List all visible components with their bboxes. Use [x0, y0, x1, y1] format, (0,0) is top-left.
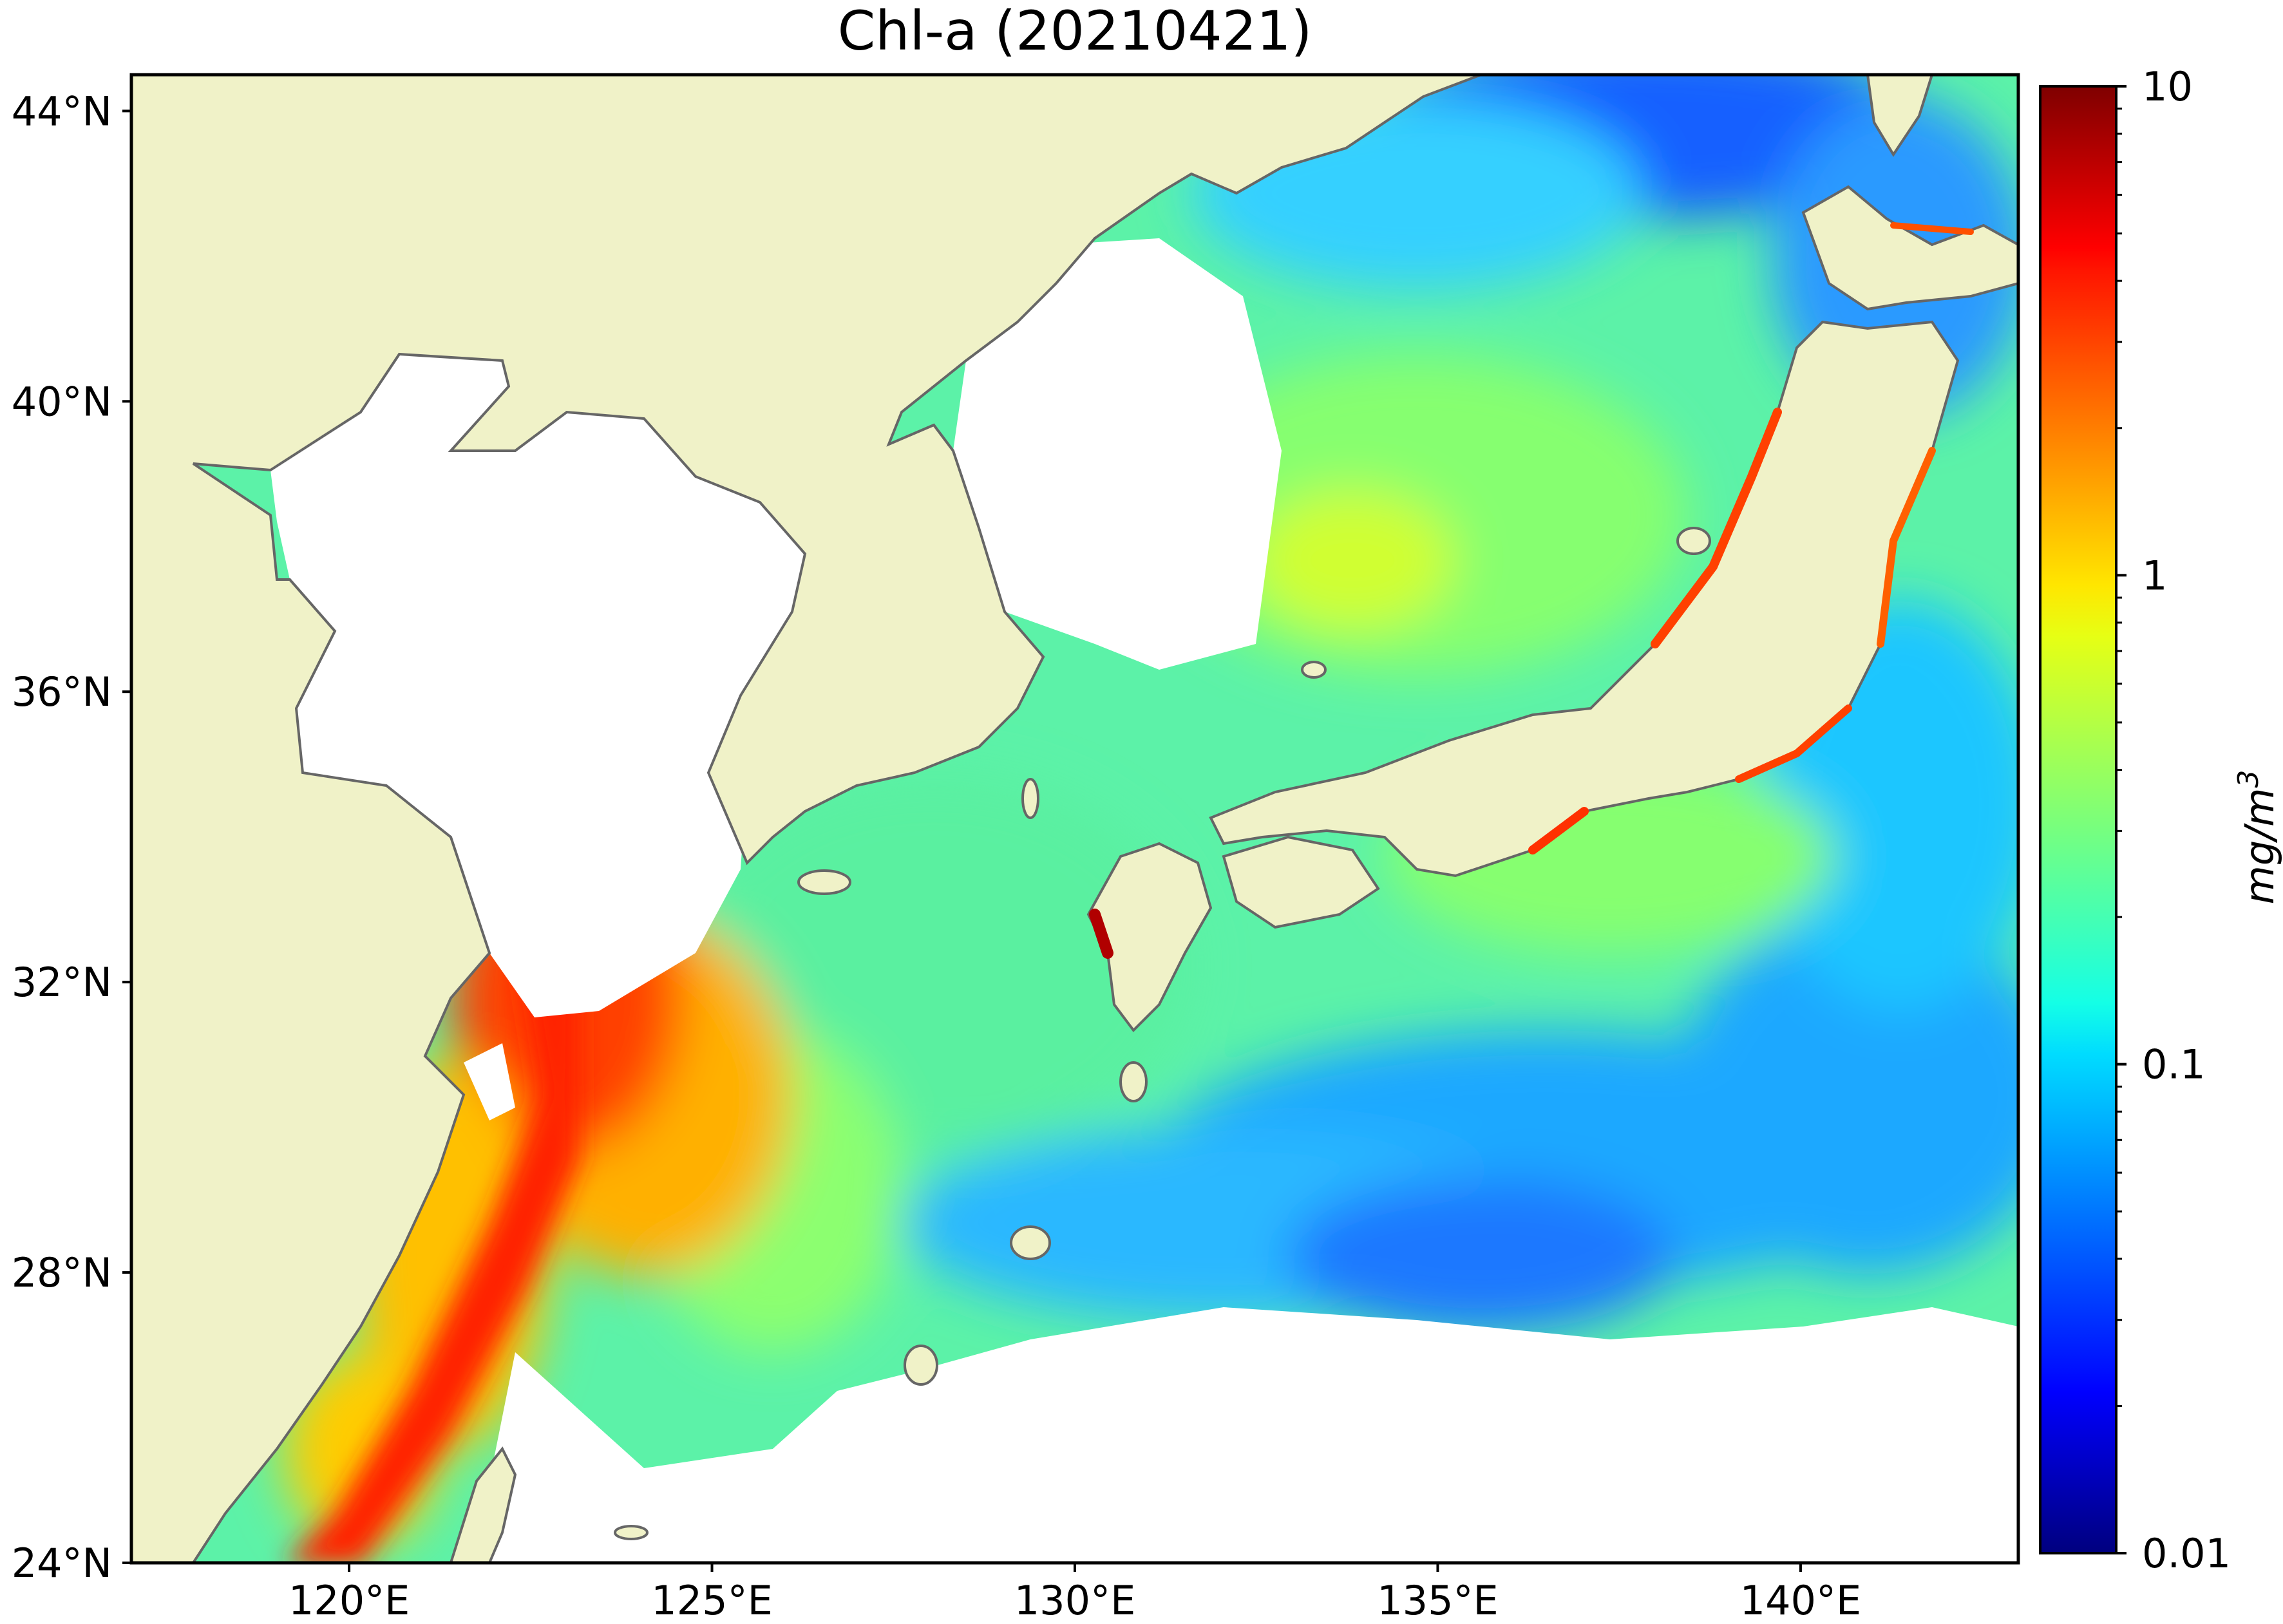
- colorbar-tick-label: 1: [2142, 552, 2167, 599]
- highlight-tokyo: [1735, 704, 1852, 783]
- x-tick-label: 135°E: [1377, 1577, 1499, 1624]
- highlight-east-honshu: [1877, 447, 1936, 648]
- y-tick-label: 24°N: [12, 1540, 112, 1587]
- land-asia: [131, 75, 1482, 1563]
- land-miyako: [614, 1525, 649, 1540]
- colorbar-tick-label: 10: [2142, 63, 2193, 110]
- land-jeju: [797, 869, 851, 895]
- chl-patch-deep-blue: [1288, 1178, 1674, 1333]
- land-masses: [131, 75, 2018, 1563]
- x-axis: 120°E 125°E 130°E 135°E 140°E: [289, 1563, 1861, 1624]
- chl-patch-eddy: [1249, 489, 1455, 631]
- highlight-hokkaido: [1890, 222, 1974, 235]
- y-tick-label: 32°N: [12, 959, 112, 1006]
- y-tick-label: 36°N: [12, 668, 112, 715]
- colorbar-ticks: 10 1 0.1 0.01: [2116, 63, 2231, 1577]
- nodata-bohai-yellow-sea: [270, 354, 805, 1017]
- chlorophyll-field: [283, 75, 2018, 1545]
- y-tick-label: 44°N: [12, 88, 112, 135]
- highlight-ise: [1528, 807, 1589, 854]
- colorbar-gradient: [2040, 86, 2116, 1553]
- land-oki: [1301, 661, 1327, 679]
- nodata-regions: [270, 238, 2018, 1563]
- x-tick-label: 140°E: [1740, 1577, 1862, 1624]
- x-tick-label: 130°E: [1014, 1577, 1136, 1624]
- land-sado: [1676, 527, 1711, 555]
- land-taiwan: [449, 1446, 517, 1563]
- highlight-ariake: [1089, 909, 1113, 959]
- highlight-west-honshu: [1651, 408, 1782, 648]
- land-amami: [1010, 1225, 1051, 1260]
- land-tsushima: [1021, 778, 1039, 819]
- colorbar-tick-label: 0.01: [2142, 1530, 2231, 1577]
- map-title: Chl-a (20210421): [837, 0, 1312, 62]
- land-hokkaido: [1801, 185, 2018, 311]
- coastal-highlights: [1089, 222, 1974, 959]
- x-tick-label: 120°E: [289, 1577, 410, 1624]
- land-shikoku: [1222, 835, 1380, 929]
- nodata-south: [451, 1307, 2018, 1563]
- nodata-hangzhou-bay: [464, 1043, 515, 1120]
- colorbar-unit-label: mg/m3: [2232, 770, 2283, 904]
- y-tick-label: 40°N: [12, 378, 112, 425]
- x-tick-label: 125°E: [651, 1577, 773, 1624]
- colorbar-frame: [2039, 85, 2117, 1554]
- colorbar-tick-label: 0.1: [2142, 1041, 2206, 1088]
- y-tick-label: 28°N: [12, 1249, 112, 1296]
- land-sakhalin: [1866, 75, 1934, 157]
- land-tanegashima: [1119, 1061, 1148, 1102]
- y-axis: 24°N 28°N 32°N 36°N 40°N 44°N: [12, 88, 131, 1587]
- land-okinawa: [904, 1345, 938, 1386]
- map-plot-area: [131, 75, 2018, 1563]
- nodata-korea: [953, 238, 1282, 670]
